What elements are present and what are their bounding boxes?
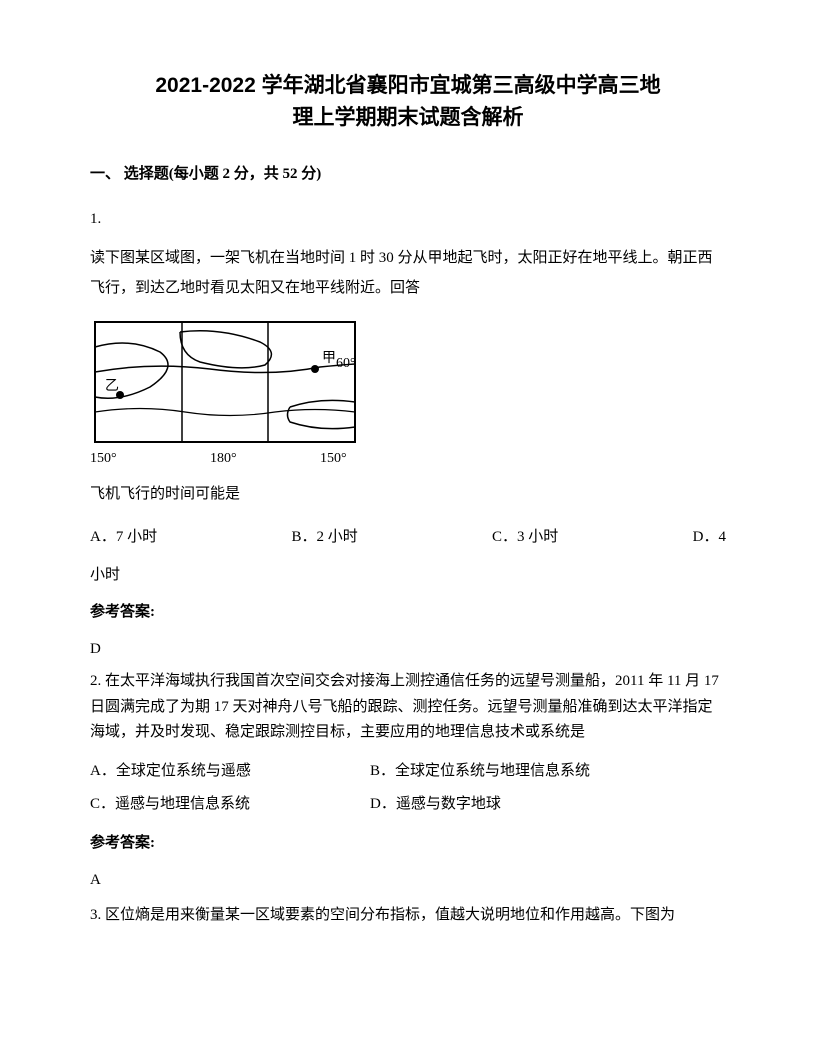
map-figure: 甲 乙 60° 150° 180° 150° xyxy=(90,317,726,467)
section-header: 一、 选择题(每小题 2 分，共 52 分) xyxy=(90,161,726,188)
q1-option-d-cont: 小时 xyxy=(90,562,726,589)
q1-text: 读下图某区域图，一架飞机在当地时间 1 时 30 分从甲地起飞时，太阳正好在地平… xyxy=(90,243,726,303)
map-lat-60: 60° xyxy=(336,356,356,371)
title-line-2: 理上学期期末试题含解析 xyxy=(293,106,524,129)
q1-number: 1. xyxy=(90,206,726,233)
q1-option-d: D．4 xyxy=(693,522,726,552)
map-point-a: 甲 xyxy=(322,351,336,366)
q2-option-b: B．全球定位系统与地理信息系统 xyxy=(370,758,590,785)
q2-answer-value: A xyxy=(90,867,726,894)
map-lon-mid: 180° xyxy=(210,451,237,466)
q2-option-d: D．遥感与数字地球 xyxy=(370,791,501,818)
map-lon-left: 150° xyxy=(90,451,117,466)
q1-option-b: B．2 小时 xyxy=(291,522,357,552)
q2-option-c: C．遥感与地理信息系统 xyxy=(90,791,370,818)
q1-option-c: C．3 小时 xyxy=(492,522,558,552)
q2-option-a: A．全球定位系统与遥感 xyxy=(90,758,370,785)
exam-page: 2021-2022 学年湖北省襄阳市宜城第三高级中学高三地 理上学期期末试题含解… xyxy=(0,0,816,969)
q1-answer-label: 参考答案: xyxy=(90,599,726,626)
map-lon-right: 150° xyxy=(320,451,347,466)
title-line-1: 2021-2022 学年湖北省襄阳市宜城第三高级中学高三地 xyxy=(155,74,660,97)
q1-subquestion: 飞机飞行的时间可能是 xyxy=(90,481,726,508)
q1-options-block: A．7 小时 B．2 小时 C．3 小时 D．4 小时 xyxy=(90,522,726,589)
q2-answer-label: 参考答案: xyxy=(90,830,726,857)
q1-answer-value: D xyxy=(90,636,726,663)
q2-text: 2. 在太平洋海域执行我国首次空间交会对接海上测控通信任务的远望号测量船，201… xyxy=(90,669,726,746)
page-title: 2021-2022 学年湖北省襄阳市宜城第三高级中学高三地 理上学期期末试题含解… xyxy=(90,70,726,133)
q1-option-a: A．7 小时 xyxy=(90,522,157,552)
region-map: 甲 乙 60° 150° 180° 150° xyxy=(90,317,370,467)
map-point-b: 乙 xyxy=(105,378,119,394)
q3-text: 3. 区位熵是用来衡量某一区域要素的空间分布指标，值越大说明地位和作用越高。下图… xyxy=(90,902,726,929)
q2-options-block: A．全球定位系统与遥感 B．全球定位系统与地理信息系统 C．遥感与地理信息系统 … xyxy=(90,758,726,818)
